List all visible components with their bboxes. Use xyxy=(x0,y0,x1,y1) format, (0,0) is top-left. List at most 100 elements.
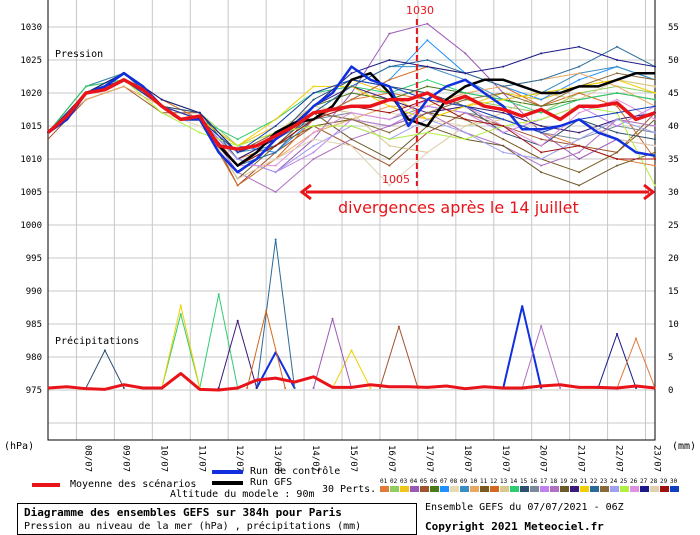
pert-17-pressure-line-point xyxy=(502,131,505,134)
pert-legend-id: 05 xyxy=(420,478,428,485)
pert-legend-id: 24 xyxy=(610,478,618,485)
left-tick-label: 975 xyxy=(26,386,42,396)
pert-legend-id: 04 xyxy=(410,478,418,485)
left-tick-label: 1025 xyxy=(20,56,42,66)
pert-legend-id: 02 xyxy=(390,478,398,485)
x-tick-label: 22/07 xyxy=(614,445,624,472)
pert-17-pressure-line-point xyxy=(464,111,467,114)
right-tick-label: 0 xyxy=(668,386,673,396)
pert-28-pressure-line-point xyxy=(312,138,315,141)
pert-legend-swatch xyxy=(380,486,389,492)
pert-06-pressure-line-point xyxy=(350,92,353,94)
pert-12-pressure-line-point xyxy=(616,105,619,108)
pert-11-pressure-line-point xyxy=(502,138,505,141)
left-tick-label: 980 xyxy=(26,353,42,363)
precip-control-spike-point xyxy=(521,305,524,308)
annotation-top-value: 1030 xyxy=(406,4,434,17)
pert-10-pressure-line-point xyxy=(616,85,619,88)
pert-legend-swatch xyxy=(440,486,449,492)
pert-legend-swatch xyxy=(450,486,459,492)
pert-29-pressure-line-point xyxy=(388,111,391,114)
pert-legend-id: 15 xyxy=(520,478,528,485)
legend-control-label: Run de contrôle xyxy=(250,466,341,477)
x-tick-label: 16/07 xyxy=(386,445,396,472)
annotation-bottom-value: 1005 xyxy=(382,173,410,186)
pert-14-pressure-line-point xyxy=(236,138,239,141)
right-tick-label: 35 xyxy=(668,155,679,165)
pert-25-pressure-line-point xyxy=(654,184,656,187)
pert-27-pressure-line-point xyxy=(578,45,581,48)
pert-14-pressure-line-point xyxy=(616,92,619,94)
pert-legend-id: 12 xyxy=(490,478,498,485)
right-tick-label: 20 xyxy=(668,254,679,264)
pert-04-pressure-line-point xyxy=(388,32,391,35)
pert-legend-id: 28 xyxy=(650,478,658,485)
left-tick-label: 1000 xyxy=(20,221,42,231)
pert-legend-id: 11 xyxy=(480,478,488,485)
pert-23-pressure-line-point xyxy=(616,72,619,75)
pert-legend-id: 14 xyxy=(510,478,518,485)
x-tick-label: 14/07 xyxy=(310,445,320,472)
pert-24-pressure-line-point xyxy=(654,131,656,134)
pert-legend-swatch xyxy=(570,486,579,492)
pert-07-pressure-line xyxy=(47,39,656,153)
pert-25-pressure-line-point xyxy=(350,125,353,127)
legend-perts-label: 30 Perts. xyxy=(322,484,377,495)
x-tick-label: 09/07 xyxy=(120,445,130,472)
pert-17-pressure-line-point xyxy=(426,105,429,108)
pert-legend-swatch xyxy=(510,486,519,492)
x-tick-label: 17/07 xyxy=(424,445,434,472)
left-tick-label: 1005 xyxy=(20,188,42,198)
pert-legend-swatch xyxy=(400,486,409,492)
precip-22-spike xyxy=(256,239,296,389)
right-tick-label: 5 xyxy=(668,353,673,363)
pert-legend-swatch xyxy=(670,486,679,492)
pert-27-pressure-line-point xyxy=(350,72,353,75)
pert-06-pressure-line-point xyxy=(426,85,429,88)
precip-panel-label: Précipitations xyxy=(55,336,140,347)
precip-14-spike-point xyxy=(217,293,220,296)
pert-12-pressure-line-point xyxy=(388,78,391,81)
pert-19-pressure-line-point xyxy=(616,164,619,167)
pert-legend-swatch xyxy=(500,486,509,492)
pert-29-pressure-line-point xyxy=(502,125,505,127)
pert-legend-swatch xyxy=(490,486,499,492)
pert-26-pressure-line-point xyxy=(312,131,315,134)
pert-30-pressure-line-point xyxy=(616,111,619,114)
left-tick-label: 1030 xyxy=(20,23,42,33)
pert-12-pressure-line-point xyxy=(578,92,581,94)
pressure-panel-label: Pression xyxy=(55,49,104,60)
pert-07-pressure-line-point xyxy=(578,78,581,81)
pert-26-pressure-line-point xyxy=(350,111,353,114)
pert-30-pressure-line-point xyxy=(654,105,656,108)
precip-05-spike-point xyxy=(397,325,400,328)
legend-gfs-label: Run GFS xyxy=(250,477,293,488)
pert-28-pressure-line-point xyxy=(274,158,277,160)
precip-21-spike-point xyxy=(350,349,353,352)
x-tick-label: 15/07 xyxy=(348,445,358,472)
precip-20-spike-point xyxy=(255,387,258,390)
x-tick-label: 10/07 xyxy=(158,445,168,472)
pert-12-pressure-line-point xyxy=(236,184,239,187)
pert-10-pressure-line-point xyxy=(122,85,125,88)
pert-19-pressure-line-point xyxy=(502,144,505,147)
chart-title: Diagramme des ensembles GEFS sur 384h po… xyxy=(24,506,342,519)
pert-legend-id: 29 xyxy=(660,478,668,485)
precip-12-spike-point xyxy=(284,387,287,390)
pert-10-pressure-line-point xyxy=(84,98,87,101)
pert-19-pressure-line-point xyxy=(350,138,353,141)
pert-legend-swatch xyxy=(590,486,599,492)
precip-20-spike-point xyxy=(236,319,239,322)
right-tick-label: 50 xyxy=(668,56,679,66)
pert-22-pressure-line-point xyxy=(274,151,277,154)
pert-14-pressure-line-point xyxy=(540,111,543,114)
pert-legend-id: 20 xyxy=(570,478,578,485)
precip-27-spike xyxy=(597,333,637,389)
pert-28-pressure-line-point xyxy=(236,177,239,180)
divergence-annotation: divergences après le 14 juillet xyxy=(338,198,579,217)
left-tick-label: 990 xyxy=(26,287,42,297)
right-tick-label: 45 xyxy=(668,89,679,99)
pert-26-pressure-line-point xyxy=(540,144,543,147)
precip-05-spike-point xyxy=(378,387,381,390)
x-tick-label: 20/07 xyxy=(538,445,548,472)
